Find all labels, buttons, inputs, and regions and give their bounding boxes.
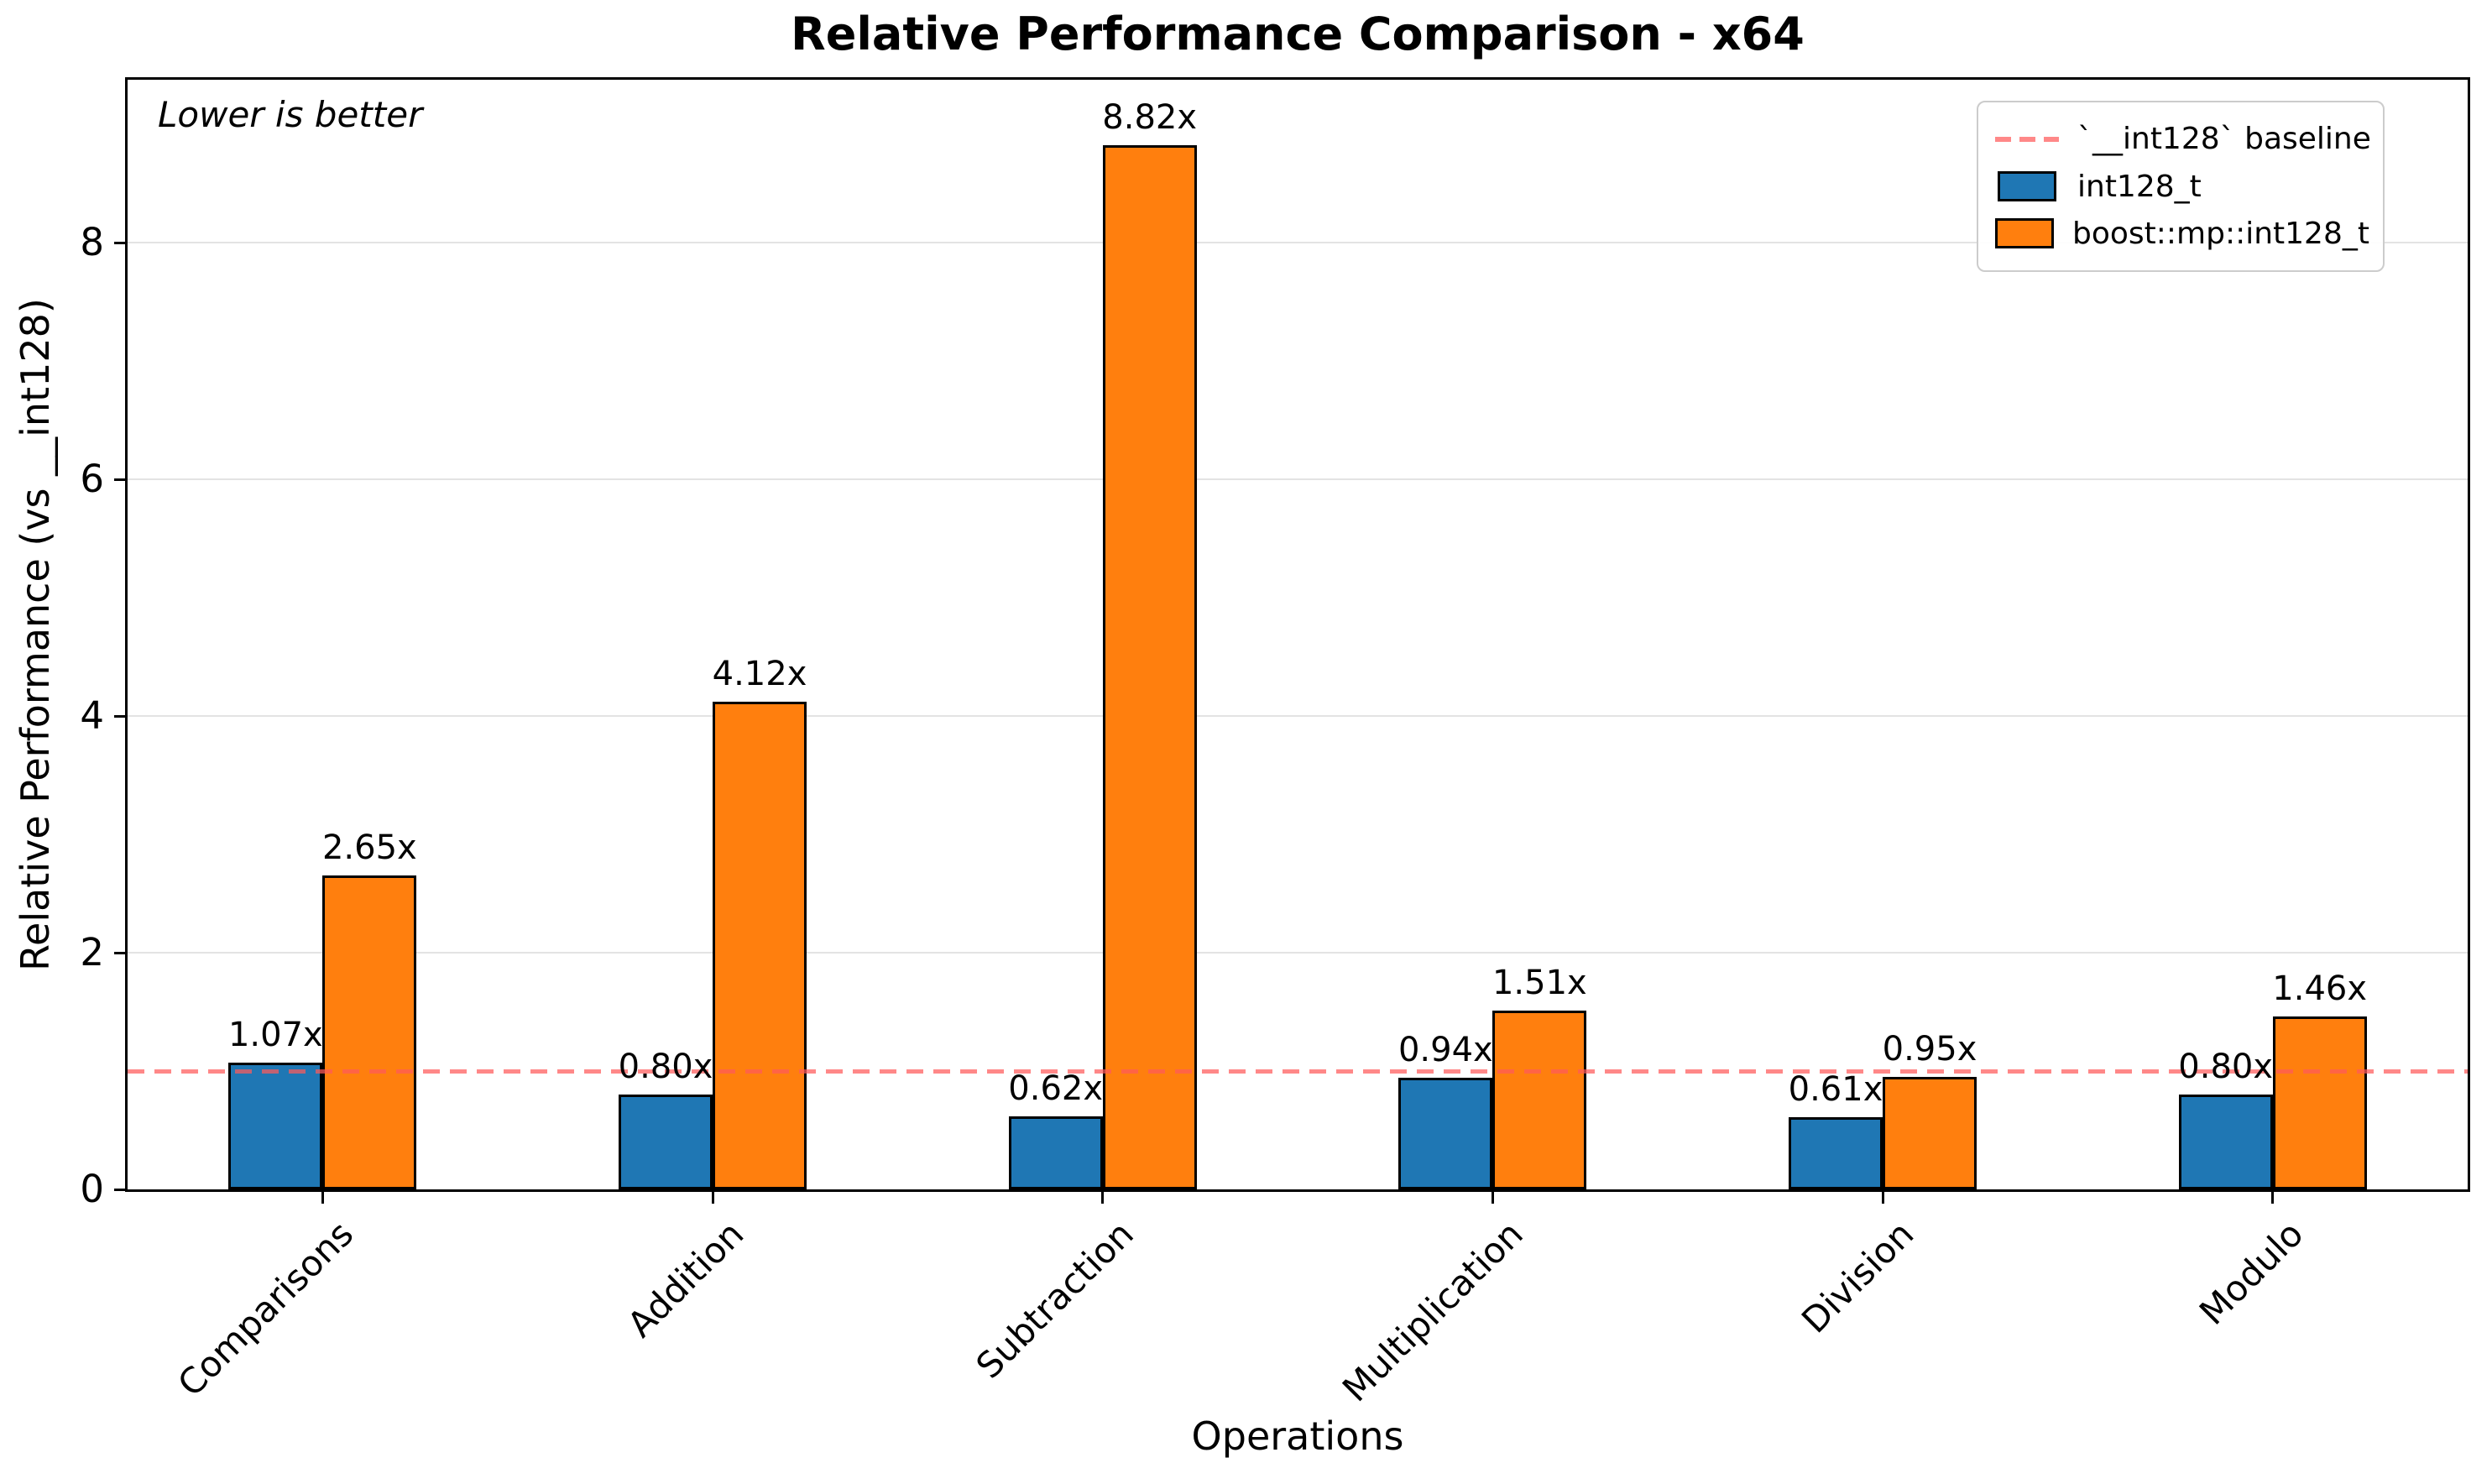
x-tick-mark	[711, 1191, 714, 1204]
bar-boost::mp::int128_t-Multiplication	[1492, 1011, 1587, 1189]
x-tick-mark	[321, 1191, 324, 1204]
bar-boost::mp::int128_t-Addition	[713, 702, 807, 1189]
bar-int128_t-Comparisons	[228, 1063, 323, 1189]
gridline	[128, 478, 2468, 480]
bar-value-label: 1.07x	[227, 1016, 323, 1055]
legend-entry-baseline: `__int128` baseline	[1995, 122, 2371, 156]
gridline	[128, 952, 2468, 954]
legend-entry-series1: int128_t	[1995, 170, 2366, 204]
bar-value-label: 0.95x	[1882, 1030, 1977, 1069]
x-tick-mark	[2271, 1191, 2275, 1204]
x-axis-label: Operations	[1191, 1413, 1404, 1459]
x-tick-text: Division	[1793, 1213, 1921, 1341]
bar-boost::mp::int128_t-Division	[1883, 1077, 1977, 1189]
bar-int128_t-Modulo	[2178, 1095, 2273, 1189]
bar-value-label: 4.12x	[712, 655, 807, 694]
y-tick-label: 4	[80, 693, 104, 738]
legend-entry-series2: boost::mp::int128_t	[1995, 216, 2369, 251]
y-tick-mark	[114, 951, 127, 954]
bar-value-label: 0.80x	[2178, 1048, 2274, 1087]
bar-int128_t-Division	[1789, 1116, 1883, 1189]
bar-boost::mp::int128_t-Modulo	[2272, 1016, 2367, 1189]
y-tick-mark	[114, 714, 127, 718]
y-axis-label: Relative Performance (vs __int128)	[13, 298, 58, 971]
y-tick-label: 0	[80, 1167, 104, 1211]
baseline-line	[128, 1069, 2468, 1074]
bar-value-label: 0.94x	[1398, 1031, 1493, 1070]
gridline	[128, 242, 2468, 243]
bar-int128_t-Subtraction	[1008, 1116, 1103, 1189]
bar-value-label: 0.62x	[1008, 1069, 1104, 1108]
y-tick-label: 2	[80, 930, 104, 975]
bar-int128_t-Addition	[619, 1095, 713, 1189]
x-tick-mark	[1491, 1191, 1494, 1204]
y-tick-label: 6	[80, 457, 104, 501]
legend-label-series1: int128_t	[2077, 169, 2202, 204]
y-tick-label: 8	[80, 220, 104, 264]
x-tick-text: Addition	[619, 1213, 751, 1346]
legend-label-baseline: `__int128` baseline	[2077, 122, 2371, 157]
chart-title: Relative Performance Comparison - x64	[791, 8, 1805, 60]
series2-color-swatch	[1995, 218, 2054, 249]
bar-value-label: 2.65x	[321, 828, 417, 868]
legend-label-series2: boost::mp::int128_t	[2072, 216, 2369, 251]
y-tick-mark	[114, 478, 127, 481]
legend: `__int128` baseline int128_t boost::mp::…	[1977, 101, 2385, 272]
x-tick-text: Multiplication	[1335, 1213, 1532, 1410]
x-tick-text: Modulo	[2192, 1213, 2312, 1333]
bar-value-label: 1.51x	[1492, 964, 1587, 1003]
x-tick-mark	[1881, 1191, 1884, 1204]
y-tick-mark	[114, 1188, 127, 1191]
bar-value-label: 1.46x	[2272, 969, 2368, 1009]
series1-color-swatch	[1998, 171, 2056, 201]
y-tick-mark	[114, 241, 127, 244]
bar-boost::mp::int128_t-Subtraction	[1102, 145, 1197, 1189]
bar-value-label: 0.80x	[618, 1048, 713, 1087]
bar-boost::mp::int128_t-Comparisons	[322, 875, 417, 1189]
lower-is-better-annotation: Lower is better	[158, 94, 423, 135]
x-tick-mark	[1101, 1191, 1105, 1204]
baseline-dash-swatch	[1995, 136, 2059, 142]
x-tick-text: Comparisons	[170, 1213, 362, 1405]
x-tick-text: Subtraction	[968, 1213, 1142, 1387]
bar-value-label: 0.61x	[1788, 1069, 1883, 1109]
gridline	[128, 715, 2468, 717]
bar-int128_t-Multiplication	[1398, 1078, 1493, 1189]
bar-value-label: 8.82x	[1102, 98, 1198, 138]
